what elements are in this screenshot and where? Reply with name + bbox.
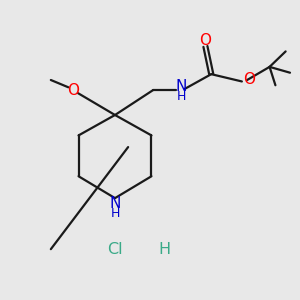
Text: H: H [110,207,120,220]
Text: Cl: Cl [107,242,123,257]
Text: N: N [176,79,187,94]
Text: H: H [176,89,186,103]
Text: N: N [109,196,121,211]
Text: O: O [67,83,79,98]
Text: H: H [158,242,171,257]
Text: O: O [243,73,255,88]
Text: O: O [199,32,211,47]
